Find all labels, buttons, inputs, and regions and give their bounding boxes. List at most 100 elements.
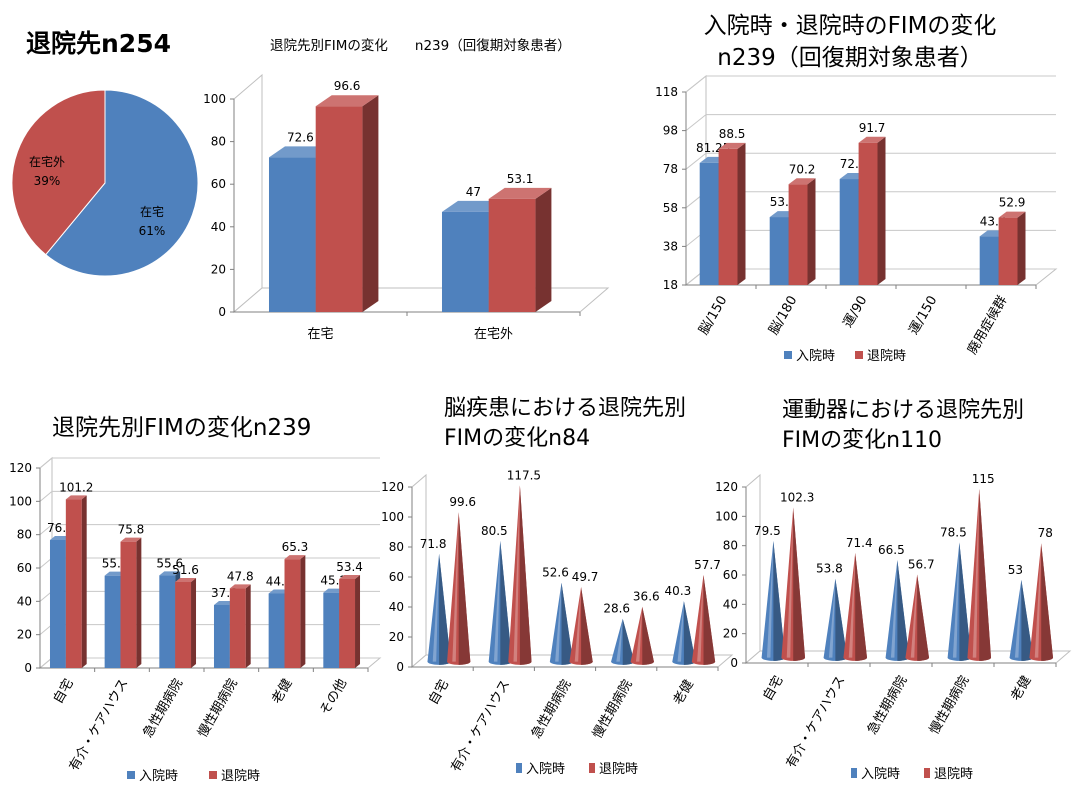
cone1-cone-shade (642, 606, 654, 665)
pie-slice-label: 在宅外 (29, 154, 65, 169)
bar2-value-label: 70.2 (789, 162, 816, 176)
bar1-title: 退院先別FIMの変化 n239（回復期対象患者） (270, 38, 571, 54)
bar3-bar-admit (104, 575, 121, 668)
bar3-bar-side (355, 575, 361, 668)
cone2-value-label: 53 (1008, 563, 1023, 577)
bar3-bar-top (159, 571, 181, 576)
bar3-bar-top (65, 495, 87, 500)
cone2-cone-highlight (952, 542, 960, 658)
cone1-cone-highlight (616, 618, 623, 662)
cone1-value-label: 49.7 (572, 570, 599, 584)
pie-percent-label: 39% (34, 174, 61, 188)
bar2-bar-discharge (718, 148, 738, 285)
cone2-legend-swatch (851, 768, 857, 778)
bar2-bar-side (807, 178, 816, 285)
cone2-cone-highlight (910, 574, 918, 658)
cone1-legend-swatch (589, 763, 595, 773)
bar2-bar-top (788, 178, 816, 185)
bar1-value-label: 72.6 (287, 130, 314, 144)
cone2-cone-highlight (1014, 579, 1022, 658)
cone2-cone-highlight (972, 488, 980, 658)
bar2-tick-label: 98 (663, 124, 678, 138)
cone1-cone-shade (439, 553, 451, 665)
bar3-bar-admit (159, 575, 176, 668)
bar1-bar-side (535, 187, 552, 312)
bar2-tick-label: 118 (655, 85, 678, 99)
cone2-tick-label: 0 (730, 656, 738, 670)
bar3-title: 退院先別FIMの変化n239 (52, 415, 312, 441)
bar3-tick-label: 120 (9, 461, 32, 475)
cone2-value-label: 66.5 (878, 543, 905, 557)
bar2-bar-top (718, 142, 746, 149)
cone1-value-label: 36.6 (633, 590, 660, 604)
cone2-value-label: 102.3 (780, 491, 814, 505)
cone2-subtitle: FIMの変化n110 (782, 428, 943, 453)
bar3-value-label: 51.6 (172, 563, 199, 577)
pie-slice (45, 89, 199, 277)
bar1-value-label: 53.1 (507, 172, 534, 186)
bar1-bar-discharge (488, 198, 536, 312)
cone1-cone-highlight (452, 512, 459, 662)
cone1-value-label: 57.7 (694, 558, 721, 572)
pie-percent-label: 61% (139, 224, 166, 238)
cone1-cone-shade (581, 587, 593, 665)
bar1-tick-label: 60 (211, 177, 226, 191)
bar2-legend-label: 退院時 (867, 349, 906, 364)
bar2-bar-discharge (788, 184, 808, 285)
cone1-value-label: 80.5 (481, 524, 508, 538)
bar3-bar-top (284, 555, 306, 560)
cone1-value-label: 52.6 (542, 566, 569, 580)
bar2-tick-label: 18 (663, 278, 678, 292)
cone2-value-label: 53.8 (816, 562, 843, 576)
bar1-bar-side (362, 95, 379, 312)
cone1-cone-highlight (513, 485, 520, 662)
bar1-chart: 0 20 40 60 80 100 72.6 96.6 在宅 47 53.1 在宅外 (203, 73, 610, 342)
cone1-cone-highlight (677, 601, 684, 662)
bar2-bar-side (1017, 211, 1026, 285)
bar2-gridline (685, 114, 1056, 131)
bar1-tick-label: 20 (211, 262, 226, 276)
cone2-legend-swatch (924, 768, 930, 778)
cone2-cone-highlight (766, 541, 774, 658)
bar3-legend-label: 退院時 (221, 769, 260, 784)
bar1-value-label: 47 (466, 185, 481, 199)
bar3-bar-top (268, 589, 290, 594)
bar2-gridline (685, 75, 1056, 93)
bar1-bar-admit (441, 211, 489, 312)
bar2-subtitle: n239（回復期対象患者） (717, 45, 983, 71)
cone1-value-label: 71.8 (420, 537, 447, 551)
bar3-value-label: 55.6 (156, 556, 183, 570)
cone1-cone-shade (519, 485, 532, 665)
cone1-cone-shade (458, 512, 471, 665)
bar2-legend-swatch (855, 351, 863, 359)
cone2-value-label: 78 (1038, 526, 1053, 540)
cone1-value-label: 28.6 (603, 602, 630, 616)
cone2-value-label: 79.5 (754, 524, 781, 538)
cone1-legend-label: 入院時 (526, 762, 565, 777)
bar3-tick-label: 60 (17, 561, 32, 575)
cone2-cone-shade (855, 552, 867, 661)
pie-slice (11, 89, 106, 256)
cone1-cone-shade (683, 601, 696, 665)
bar2-bar-admit (979, 236, 999, 285)
bar3-value-label: 65.3 (282, 540, 309, 554)
bar3-bar-side (300, 555, 306, 668)
cone1-chart: 02040608010012071.899.6自宅80.5117.5有介・ケアハ… (381, 468, 734, 777)
cone1-cone-shade (500, 540, 512, 665)
cone1-cone-highlight (635, 606, 643, 662)
bar2-tick-label: 38 (663, 239, 678, 253)
bar3-bar-side (136, 537, 142, 668)
bar2-bar-side (737, 142, 746, 285)
bar3-bar-discharge (120, 541, 137, 668)
bar3-bar-discharge (175, 582, 192, 668)
bar2-value-label: 91.7 (859, 121, 886, 135)
cone2-legend-label: 入院時 (861, 767, 900, 782)
bar3-bar-top (323, 588, 345, 593)
bar2-bar-discharge (858, 142, 878, 285)
bar3-bar-discharge (65, 499, 82, 668)
bar2-bar-top (858, 136, 886, 143)
bar1-category-label: 在宅 (307, 327, 333, 342)
cone2-value-label: 115 (972, 472, 995, 486)
bar2-bar-top (998, 211, 1026, 218)
